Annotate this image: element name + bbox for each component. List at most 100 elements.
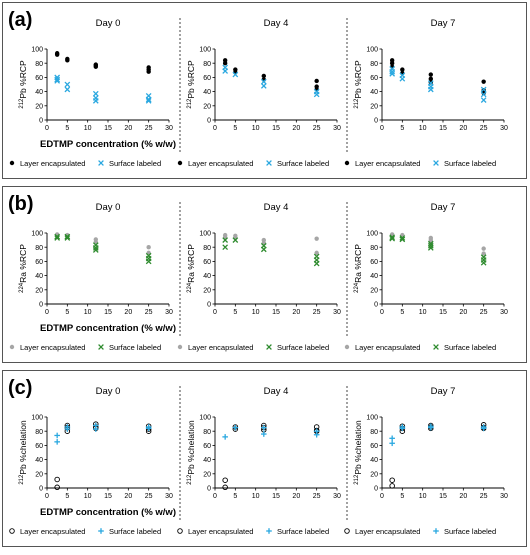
data-point [314,250,319,256]
legend-label: Surface labeled [109,159,161,168]
x-tick-label: 15 [272,309,280,316]
legend-label: Surface labeled [277,343,329,352]
data-point-stroke-b [389,235,396,242]
y-axis-label: 212Pb %chelation [18,420,28,485]
data-point-stroke-b [427,86,434,93]
chart-title: Day 7 [431,202,456,213]
y-axis-label: 224Ra %RCP [18,244,28,293]
chart-0: Day 0 0 20 40 60 80 100 0 5 10 15 20 25 30 212Pb %chel… [18,386,173,500]
data-point [480,259,487,266]
x-tick-label: 20 [459,125,467,132]
data-point [54,235,61,241]
x-tick-label: 15 [439,125,447,132]
x-tick-label: 20 [459,309,467,316]
x-tick-label: 25 [145,309,153,316]
data-point [427,86,434,93]
y-tick-label: 80 [35,429,43,436]
x-tick-label: 30 [165,309,173,316]
data-point [261,431,267,437]
legend-marker-stroke-b [266,160,272,166]
y-tick-label: 60 [35,443,43,450]
data-point [480,91,487,98]
y-tick-label: 40 [203,89,211,96]
data-point [54,52,60,57]
data-point [428,72,433,77]
y-tick-label: 100 [199,231,211,238]
data-point [222,68,229,74]
legend-1: Layer encapsulated Surface labeled [177,343,329,352]
legend-label: Layer encapsulated [355,159,420,168]
legend-marker [98,344,104,350]
legend-marker-stroke-b [266,344,272,350]
x-tick-label: 0 [213,125,217,132]
chart-title: Day 4 [264,386,289,397]
data-point-stroke-b [92,90,99,97]
chart-0: Day 0 0 20 40 60 80 100 0 5 10 15 20 25 30 212Pb %RCP [18,18,173,132]
legend-0: Layer encapsulated Surface labeled [9,159,161,168]
data-point-stroke-b [64,81,71,88]
data-point-stroke-b [64,233,71,240]
y-tick-label: 80 [370,429,378,436]
chart-title: Day 4 [264,18,289,29]
data-point [389,70,396,77]
y-tick-label: 0 [374,302,378,309]
data-point [389,61,395,66]
y-tick-label: 0 [39,486,43,493]
data-point [399,236,406,243]
y-tick-label: 0 [39,118,43,125]
data-point-stroke-b [92,247,99,253]
data-point-stroke-b [222,244,229,251]
x-tick-label: 15 [439,493,447,500]
data-point [64,81,71,88]
y-tick-label: 0 [207,302,211,309]
legend-marker [344,160,350,166]
data-point [481,246,486,251]
legend-marker [433,528,439,534]
data-point-stroke-b [145,97,152,104]
y-axis-label: 224Ra %RCP [353,244,363,293]
data-point-stroke-b [92,97,99,104]
data-point [64,233,71,240]
data-point-stroke-b [54,235,61,241]
y-axis-label-text: Pb %RCP [186,60,196,99]
chart-1: Day 4 0 20 40 60 80 100 0 5 10 15 20 25 30 212Pb %RCP [186,18,341,132]
data-point [313,91,320,98]
data-point-stroke-b [480,259,487,266]
y-tick-label: 80 [35,245,43,252]
series-1 [54,422,152,445]
data-point [54,233,61,240]
y-axis-label-isotope: 212 [354,474,360,485]
x-tick-label: 10 [84,125,92,132]
x-tick-label: 15 [272,493,280,500]
data-point-stroke-b [399,75,406,82]
series-1 [54,74,152,104]
data-point-stroke-b [480,97,487,103]
y-tick-label: 100 [31,47,43,54]
legend-marker [344,528,350,534]
panel-label: (c) [8,377,32,399]
y-axis-label-text: Pb %chelation [18,420,28,475]
legend-marker [266,528,272,534]
data-point-stroke-b [92,245,99,251]
y-axis-label-isotope: 212 [19,474,25,485]
data-point [314,236,319,241]
data-point-stroke-b [427,240,434,247]
data-point-stroke-b [389,234,396,241]
y-tick-label: 40 [370,273,378,280]
y-axis-label-isotope: 224 [354,282,360,293]
x-tick-label: 0 [45,309,49,316]
series-1 [222,64,320,98]
legend-marker-stroke-b [98,160,104,166]
chart-2: Day 7 0 20 40 60 80 100 0 5 10 15 20 25 30 212Pb %chel… [353,386,508,500]
data-point-stroke-b [313,91,320,98]
y-axis-label-text: Pb %RCP [353,60,363,99]
legend-label: Surface labeled [444,159,496,168]
data-point [54,484,60,491]
x-tick-label: 30 [500,493,508,500]
data-point-stroke-b [260,246,267,253]
chart-title: Day 7 [431,386,456,397]
data-point [232,71,239,78]
y-tick-label: 80 [370,61,378,68]
y-tick-label: 20 [370,103,378,110]
